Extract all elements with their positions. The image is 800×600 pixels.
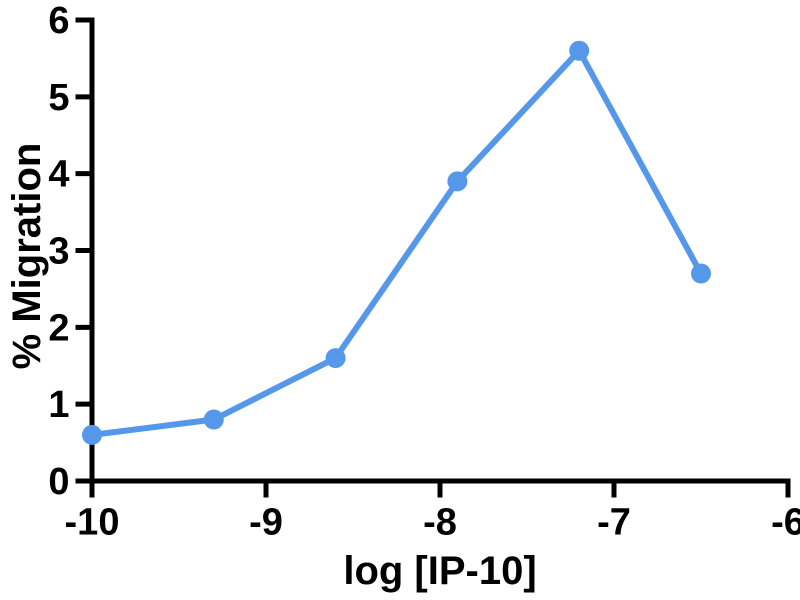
y-tick-label: 6 xyxy=(48,0,69,42)
y-tick-label: 1 xyxy=(48,384,69,426)
x-tick-label: -9 xyxy=(249,502,283,544)
y-tick-label: 2 xyxy=(48,307,69,349)
data-point-0 xyxy=(82,424,102,445)
y-tick-label: 3 xyxy=(48,231,69,273)
tick-labels-layer: 0 1 2 3 4 5 6 -10 -9 -8 -7 -6 xyxy=(48,0,800,544)
x-tick-label: -8 xyxy=(423,502,457,544)
data-point-5 xyxy=(691,263,711,284)
ticks-layer xyxy=(75,17,791,498)
data-series-layer xyxy=(82,40,711,445)
x-tick-label: -10 xyxy=(65,502,120,544)
data-line xyxy=(89,47,704,438)
x-tick-label: -6 xyxy=(771,502,800,544)
y-axis-title: % Migration xyxy=(5,143,49,370)
data-point-1 xyxy=(203,409,224,430)
data-point-4 xyxy=(569,40,590,61)
data-point-2 xyxy=(325,348,346,369)
data-point-3 xyxy=(447,171,468,192)
y-tick-label: 4 xyxy=(48,154,69,196)
x-tick-label: -7 xyxy=(597,502,631,544)
y-tick-label: 0 xyxy=(48,461,69,503)
x-axis-title: log [IP-10] xyxy=(343,549,536,593)
y-tick-label: 5 xyxy=(48,77,69,119)
